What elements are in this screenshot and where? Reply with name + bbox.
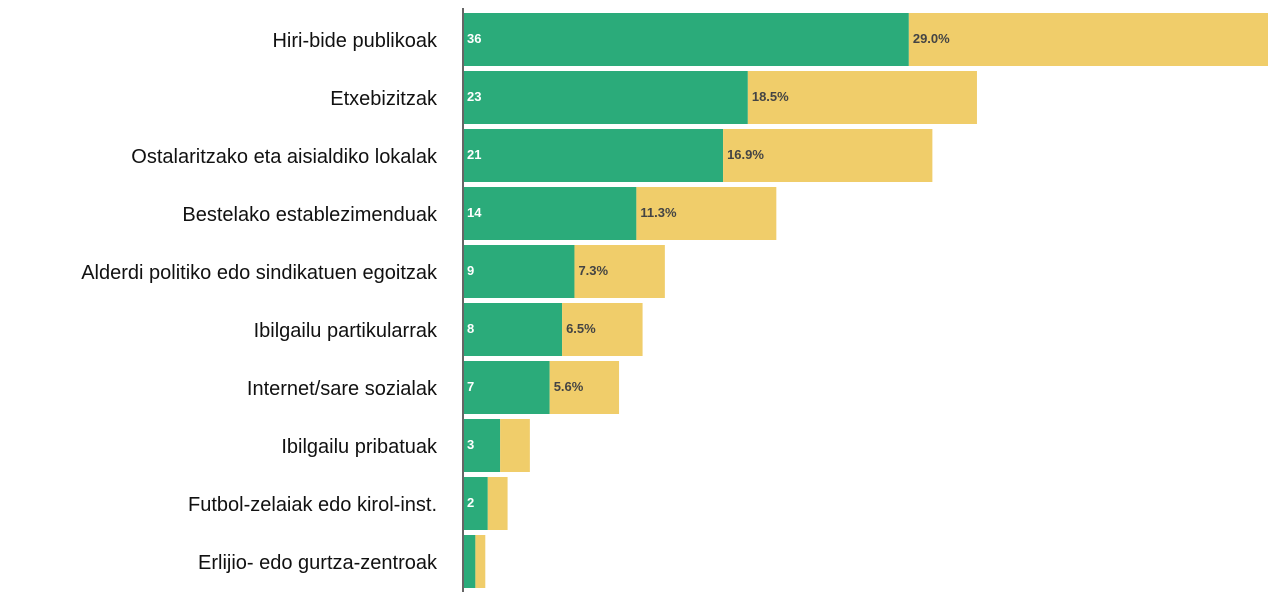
bar-segment: [723, 129, 933, 182]
count-label: 2: [467, 495, 474, 510]
count-label: 23: [467, 89, 481, 104]
bar-segment: [463, 71, 748, 124]
bar-segment: [475, 535, 486, 588]
bar-segment: [463, 13, 909, 66]
bar-segment: [463, 187, 637, 240]
count-label: 3: [467, 437, 474, 452]
percent-label: 5.6%: [554, 379, 584, 394]
percent-label: 6.5%: [566, 321, 596, 336]
category-label: Ibilgailu partikularrak: [254, 320, 438, 342]
bar-segment: [500, 419, 530, 472]
count-label: 21: [467, 147, 481, 162]
percent-label: 29.0%: [913, 31, 950, 46]
bar-segment: [463, 361, 550, 414]
percent-label: 11.3%: [640, 205, 677, 220]
category-label: Alderdi politiko edo sindikatuen egoitza…: [81, 262, 438, 284]
bar-segment: [463, 129, 724, 182]
category-label: Internet/sare sozialak: [247, 378, 438, 400]
percent-label: 16.9%: [727, 147, 764, 162]
count-label: 9: [467, 263, 474, 278]
percent-label: 18.5%: [752, 89, 789, 104]
bar-segment: [908, 13, 1268, 66]
count-label: 7: [467, 379, 474, 394]
percent-label: 7.3%: [578, 263, 608, 278]
bar-segment: [463, 477, 488, 530]
bar-segment: [636, 187, 777, 240]
category-label: Ibilgailu pribatuak: [281, 436, 438, 458]
bar-segment: [562, 303, 643, 356]
count-label: 8: [467, 321, 474, 336]
category-label: Futbol-zelaiak edo kirol-inst.: [188, 494, 437, 516]
category-label: Etxebizitzak: [330, 88, 438, 110]
count-label: 36: [467, 31, 481, 46]
bar-segment: [549, 361, 620, 414]
bar-segment: [463, 535, 476, 588]
bar-segment: [487, 477, 508, 530]
category-label: Ostalaritzako eta aisialdiko lokalak: [131, 146, 438, 168]
bar-segment: [463, 419, 501, 472]
count-label: 14: [467, 205, 482, 220]
bar-segment: [463, 245, 575, 298]
bar-segment: [463, 303, 563, 356]
category-label: Bestelako establezimenduak: [182, 204, 438, 226]
bar-segment: [574, 245, 665, 298]
bar-segment: [747, 71, 977, 124]
category-label: Hiri-bide publikoak: [272, 30, 438, 52]
category-label: Erlijio- edo gurtza-zentroak: [198, 552, 438, 574]
